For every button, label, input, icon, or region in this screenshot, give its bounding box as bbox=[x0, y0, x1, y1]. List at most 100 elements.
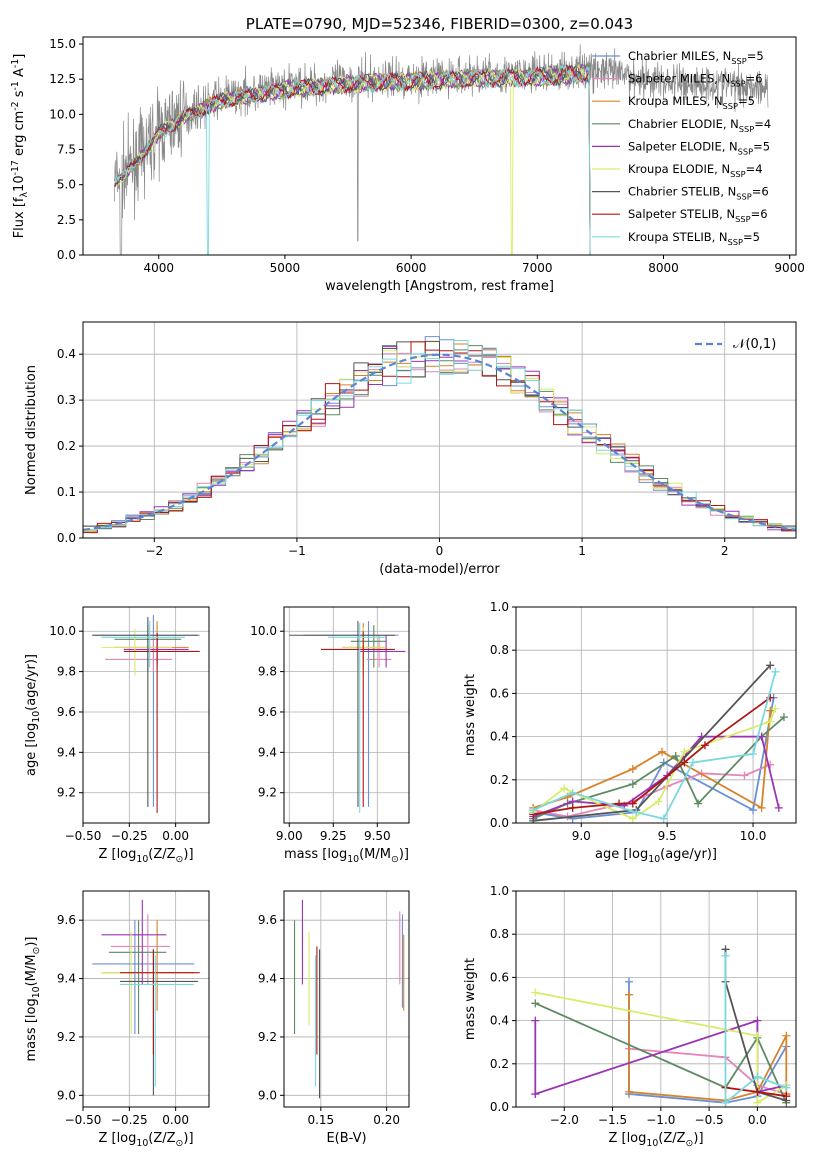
errorbar-point-2 bbox=[110, 914, 171, 985]
y-axis-label: mass weight bbox=[463, 674, 478, 756]
y-axis-label: mass weight bbox=[463, 958, 478, 1040]
errorbar-point-1 bbox=[92, 920, 195, 1035]
y-tick-label: 9.8 bbox=[258, 665, 277, 679]
weight-marker bbox=[680, 758, 689, 767]
y-axis-label: Normed distribution bbox=[24, 365, 39, 495]
x-axis-label: mass [log10(M/M⊙)] bbox=[284, 847, 409, 865]
y-tick-label: 9.2 bbox=[57, 786, 76, 800]
y-tick-label: 9.4 bbox=[258, 745, 277, 759]
x-tick-label: 9000 bbox=[774, 261, 805, 275]
weight-marker bbox=[680, 747, 689, 756]
y-tick-label: 10.0 bbox=[49, 107, 76, 121]
x-tick-label: −1.5 bbox=[598, 1113, 627, 1127]
weight-marker bbox=[771, 667, 780, 676]
y-tick-label: 0.2 bbox=[57, 439, 76, 453]
mass-vs-z-axes bbox=[82, 891, 209, 1107]
weight-line-4 bbox=[534, 1002, 788, 1104]
errorbar-point-9 bbox=[120, 955, 195, 1087]
x-axis-label: Z [log10(Z/Z⊙)] bbox=[608, 1131, 703, 1149]
weight-vs-z-plot bbox=[531, 945, 791, 1107]
x-tick-label: 0 bbox=[436, 544, 444, 558]
weight-marker bbox=[624, 1087, 633, 1096]
weight-marker bbox=[654, 797, 663, 806]
y-tick-label: 9.8 bbox=[57, 665, 76, 679]
y-tick-label: 9.2 bbox=[258, 1030, 277, 1044]
weight-marker bbox=[531, 1016, 540, 1025]
x-axis-label: E(B-V) bbox=[326, 1131, 366, 1146]
weight-marker bbox=[757, 732, 766, 741]
spectrum-legend: Chabrier MILES, NSSP=5 Salpeter MILES, NS… bbox=[592, 49, 771, 247]
weight-line-1 bbox=[628, 981, 788, 1104]
x-tick-label: 0.00 bbox=[162, 829, 189, 843]
residual-histogram-1 bbox=[83, 336, 796, 532]
y-tick-label: 0.0 bbox=[57, 248, 76, 262]
legend-entry: Kroupa MILES, NSSP=5 bbox=[628, 94, 755, 111]
x-tick-label: 0.00 bbox=[162, 1113, 189, 1127]
legend-entry: Chabrier STELIB, NSSP=6 bbox=[628, 185, 769, 202]
residuals-frame: −2 −1 0 1 2 0.0 0.1 0.2 0.3 0.4 (data-model)/error… bbox=[24, 321, 797, 577]
x-tick-label: 4000 bbox=[143, 261, 174, 275]
weight-line-2 bbox=[628, 1047, 787, 1095]
model-spectrum-8 bbox=[114, 64, 591, 255]
weight-marker bbox=[628, 814, 637, 823]
weight-marker bbox=[782, 1031, 791, 1040]
x-tick-label: −0.5 bbox=[695, 1113, 724, 1127]
y-tick-label: 0.0 bbox=[490, 1100, 509, 1114]
weight-line-9 bbox=[724, 955, 787, 1105]
x-tick-label: 1 bbox=[578, 544, 586, 558]
weight-marker bbox=[721, 1098, 730, 1107]
x-axis-label: wavelength [Angstrom, rest frame] bbox=[325, 279, 554, 294]
axes-frame bbox=[82, 606, 210, 824]
x-tick-label: 9.0 bbox=[572, 829, 591, 843]
x-tick-label: −1 bbox=[288, 544, 306, 558]
errorbar-point-4 bbox=[108, 920, 167, 1035]
legend-entry: Salpeter ELODIE, NSSP=5 bbox=[628, 139, 770, 156]
y-tick-label: 10.0 bbox=[250, 624, 277, 638]
x-tick-label: −0.25 bbox=[111, 1113, 148, 1127]
y-axis-label: age [log10(age/yr)] bbox=[24, 654, 42, 776]
y-tick-label: 0.2 bbox=[490, 773, 509, 787]
axes-frame bbox=[283, 890, 410, 1108]
y-tick-label: 0.2 bbox=[490, 1057, 509, 1071]
weight-marker bbox=[632, 808, 641, 817]
axes-frame bbox=[515, 606, 797, 824]
weight-marker bbox=[774, 803, 783, 812]
x-axis-label: (data-model)/error bbox=[379, 562, 500, 577]
age-vs-z-plot bbox=[92, 615, 200, 813]
x-axis-label: Z [log10(Z/Z⊙)] bbox=[98, 847, 193, 865]
y-tick-label: 0.6 bbox=[490, 970, 509, 984]
x-tick-label: −1.0 bbox=[646, 1113, 675, 1127]
x-tick-label: −2 bbox=[145, 544, 163, 558]
y-tick-label: 0.1 bbox=[57, 485, 76, 499]
errorbar-point-8 bbox=[120, 949, 200, 1055]
mass-vs-z-frame: −0.50 −0.25 0.00 9.0 9.2 9.4 9.6 Z [log10(Z/Z⊙)… bbox=[24, 890, 210, 1149]
weight-marker bbox=[659, 814, 668, 823]
y-tick-label: 9.4 bbox=[57, 972, 76, 986]
errorbar-point-9 bbox=[101, 621, 185, 668]
y-tick-label: 9.4 bbox=[258, 972, 277, 986]
weight-marker bbox=[671, 752, 680, 761]
weight-marker bbox=[740, 771, 749, 780]
weight-marker bbox=[753, 1016, 762, 1025]
y-tick-label: 5.0 bbox=[57, 178, 76, 192]
weight-marker bbox=[628, 765, 637, 773]
residual-histogram-9 bbox=[83, 340, 796, 530]
weight-marker bbox=[694, 799, 703, 808]
y-tick-label: 0.8 bbox=[490, 927, 509, 941]
x-tick-label: 0.15 bbox=[307, 1113, 334, 1127]
weight-vs-age-frame: 9.0 9.5 10.0 0.0 0.2 0.4 0.6 0.8 1.0 age [log10(a… bbox=[463, 600, 797, 865]
x-tick-label: −0.25 bbox=[111, 829, 148, 843]
spectrum-plot bbox=[114, 44, 769, 255]
weight-line-3 bbox=[628, 994, 788, 1102]
legend-entry: Salpeter MILES, NSSP=6 bbox=[628, 72, 763, 89]
mass-vs-ebv-plot bbox=[293, 899, 405, 1099]
x-axis-label: age [log10(age/yr)] bbox=[595, 847, 717, 865]
y-tick-label: 0.8 bbox=[490, 643, 509, 657]
errorbar-point-6 bbox=[101, 629, 172, 676]
age-vs-z-frame: −0.50 −0.25 0.00 9.2 9.4 9.6 9.8 10.0 Z [log10(Z… bbox=[24, 606, 210, 865]
y-tick-label: 0.0 bbox=[57, 531, 76, 545]
weight-marker bbox=[757, 803, 766, 812]
weight-marker bbox=[568, 803, 577, 812]
legend-entry: Kroupa STELIB, NSSP=5 bbox=[628, 230, 760, 247]
y-tick-label: 9.0 bbox=[258, 1088, 277, 1102]
